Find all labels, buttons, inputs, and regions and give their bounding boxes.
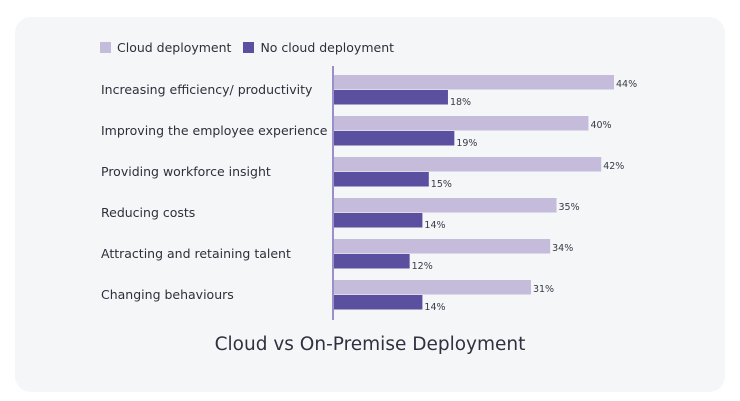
data-label: 35% — [559, 202, 580, 213]
bar-cloud — [333, 280, 531, 295]
bar-cloud — [333, 239, 551, 254]
bar-no-cloud — [333, 213, 423, 228]
legend-swatch-cloud — [100, 42, 111, 53]
data-label: 31% — [533, 284, 554, 295]
category-label: Changing behaviours — [101, 287, 234, 302]
data-label: 14% — [424, 220, 445, 231]
bar-no-cloud — [333, 131, 455, 146]
data-label: 15% — [431, 179, 452, 190]
category-label: Improving the employee experience — [101, 123, 328, 138]
data-label: 44% — [616, 79, 637, 90]
bar-cloud — [333, 198, 557, 213]
category-label: Attracting and retaining talent — [101, 246, 291, 261]
legend: Cloud deployment No cloud deployment — [100, 40, 406, 55]
bar-no-cloud — [333, 254, 410, 269]
data-label: 12% — [412, 261, 433, 272]
data-label: 40% — [590, 120, 611, 131]
data-label: 18% — [450, 97, 471, 108]
data-label: 19% — [456, 138, 477, 149]
category-label: Providing workforce insight — [101, 164, 271, 179]
category-label: Increasing efficiency/ productivity — [101, 82, 313, 97]
chart-title: Cloud vs On-Premise Deployment — [214, 334, 526, 355]
legend-label-cloud: Cloud deployment — [117, 40, 232, 55]
legend-label-no-cloud: No cloud deployment — [260, 40, 395, 55]
bar-cloud — [333, 75, 614, 90]
bar-no-cloud — [333, 90, 448, 105]
bar-no-cloud — [333, 172, 429, 187]
bar-cloud — [333, 157, 602, 172]
category-label: Reducing costs — [101, 205, 195, 220]
data-label: 34% — [552, 243, 573, 254]
legend-swatch-no-cloud — [243, 42, 255, 53]
data-label: 42% — [603, 161, 624, 172]
data-label: 14% — [424, 302, 445, 313]
bar-cloud — [333, 116, 589, 131]
bar-no-cloud — [333, 295, 423, 310]
